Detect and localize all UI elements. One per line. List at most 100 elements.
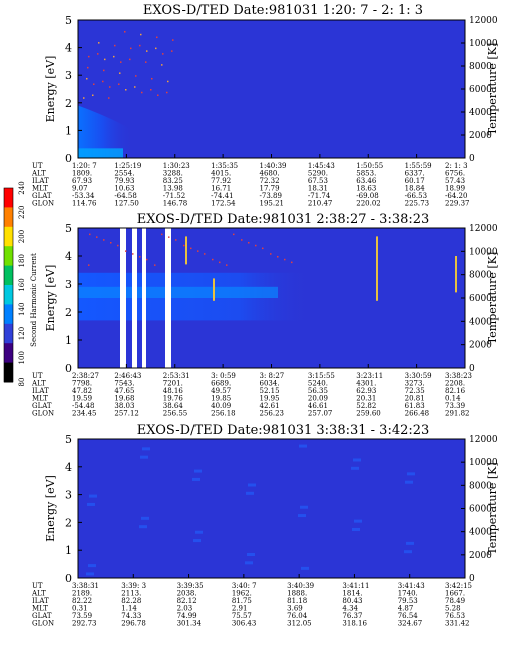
noise-dot xyxy=(114,44,116,47)
flux-patch xyxy=(406,541,414,545)
y-tick-label: 3 xyxy=(65,278,72,291)
table-cell: 2.03 xyxy=(177,605,193,613)
table-cell: 3:41:11 xyxy=(342,582,369,590)
colorbar-swatch xyxy=(4,285,13,305)
table-cell: 81.18 xyxy=(287,597,307,605)
colorbar-tick: 240 xyxy=(18,181,26,194)
table-cell: 73.39 xyxy=(445,402,465,410)
table-cell: 48.16 xyxy=(163,387,184,395)
y-tick-label: 5 xyxy=(65,222,72,235)
table-cell: 1814. xyxy=(342,590,362,598)
y-tick-label: 2 xyxy=(65,306,72,319)
data-gap xyxy=(120,228,126,368)
flux-patch xyxy=(142,447,150,451)
noise-dot xyxy=(161,64,163,66)
noise-dot xyxy=(108,97,110,99)
table-cell: 234.45 xyxy=(72,410,97,418)
table-cell: 2.91 xyxy=(232,605,248,613)
row-label: ALT xyxy=(31,170,46,178)
noise-dot xyxy=(270,253,272,255)
colorbar-swatch xyxy=(4,304,13,325)
colorbar-swatch xyxy=(4,207,13,228)
table-cell: -66.53 xyxy=(405,192,427,200)
table-cell: -74.41 xyxy=(211,192,233,200)
noise-dot xyxy=(86,77,88,80)
table-cell: 76.37 xyxy=(342,612,362,620)
table-cell: 1809. xyxy=(72,170,92,178)
table-cell: 3:40:39 xyxy=(287,582,314,590)
flux-patch xyxy=(248,483,256,487)
noise-dot xyxy=(150,89,152,91)
table-cell: 67.53 xyxy=(308,177,328,185)
table-cell: 296.78 xyxy=(121,620,145,628)
noise-dot xyxy=(146,50,148,52)
noise-dot xyxy=(125,250,127,252)
colorbar-tick: 200 xyxy=(18,230,26,243)
table-cell: 3:40: 7 xyxy=(232,582,257,590)
y2-tick-label: 8000 xyxy=(469,271,492,281)
noise-dot xyxy=(103,69,105,72)
table-cell: 257.07 xyxy=(308,410,333,418)
table-cell: 5290. xyxy=(308,170,328,178)
table-cell: 13.98 xyxy=(163,185,183,193)
noise-dot xyxy=(197,250,199,252)
table-cell: 4.34 xyxy=(342,605,358,613)
table-cell: -71.74 xyxy=(308,192,331,200)
noise-dot xyxy=(135,75,137,77)
table-cell: 19.95 xyxy=(260,395,280,403)
flux-patch xyxy=(139,525,147,529)
table-cell: 1:45:43 xyxy=(308,162,335,170)
table-cell: 63.46 xyxy=(356,177,377,185)
table-cell: 114.76 xyxy=(72,200,97,208)
spectrogram-area xyxy=(78,439,465,578)
table-cell: 3:39: 3 xyxy=(121,582,146,590)
table-cell: 195.21 xyxy=(260,200,285,208)
flux-patch xyxy=(300,505,308,509)
y2-tick-label: 2000 xyxy=(469,551,492,561)
table-cell: 20.81 xyxy=(405,395,425,403)
row-label: ILAT xyxy=(32,597,49,605)
table-cell: 7798. xyxy=(72,380,92,388)
y2-tick-label: 0 xyxy=(469,364,475,374)
flux-patch xyxy=(353,458,361,462)
orbit-info-table: UTALTILATMLTGLATGLON2:38:277798.47.8219.… xyxy=(31,364,472,418)
y-tick-label: 5 xyxy=(65,433,72,446)
table-cell: 18.84 xyxy=(405,185,426,193)
spectrogram-area xyxy=(78,20,465,158)
noise-dot xyxy=(83,97,85,99)
low-energy-flux xyxy=(78,105,133,158)
table-cell: 10.63 xyxy=(114,185,134,193)
flux-patch xyxy=(192,477,200,481)
table-cell: 312.05 xyxy=(287,620,312,628)
noise-dot xyxy=(134,86,136,88)
table-cell: 4015. xyxy=(211,170,231,178)
table-cell: 1:55:59 xyxy=(405,162,432,170)
table-cell: 3: 8:27 xyxy=(260,372,285,380)
y-tick-label: 2 xyxy=(65,516,72,529)
table-cell: 83.25 xyxy=(163,177,183,185)
flux-patch xyxy=(89,494,97,498)
y2-tick-label: 6000 xyxy=(469,85,492,95)
colorbar-tick: 160 xyxy=(18,278,26,291)
table-cell: 18.99 xyxy=(445,185,465,193)
table-cell: 5853. xyxy=(356,170,376,178)
table-cell: -53.34 xyxy=(72,192,95,200)
table-cell: 76.54 xyxy=(398,612,419,620)
table-cell: 18.31 xyxy=(308,185,328,193)
noise-dot xyxy=(109,86,111,88)
table-cell: 40.09 xyxy=(211,402,231,410)
table-cell: 5.28 xyxy=(445,605,461,613)
table-cell: 72.32 xyxy=(260,177,280,185)
noise-dot xyxy=(140,33,142,36)
colorbar-tick: 140 xyxy=(18,303,26,316)
table-cell: 7543. xyxy=(114,380,134,388)
y2-tick-label: 12000 xyxy=(469,16,498,26)
colorbar-tick: 80 xyxy=(18,378,26,387)
noise-dot xyxy=(117,244,119,247)
colorbar-swatch xyxy=(4,246,13,267)
table-cell: -73.89 xyxy=(260,192,282,200)
spectrogram-features xyxy=(78,31,174,158)
noise-dot xyxy=(88,55,90,58)
table-cell: 38.03 xyxy=(114,402,134,410)
